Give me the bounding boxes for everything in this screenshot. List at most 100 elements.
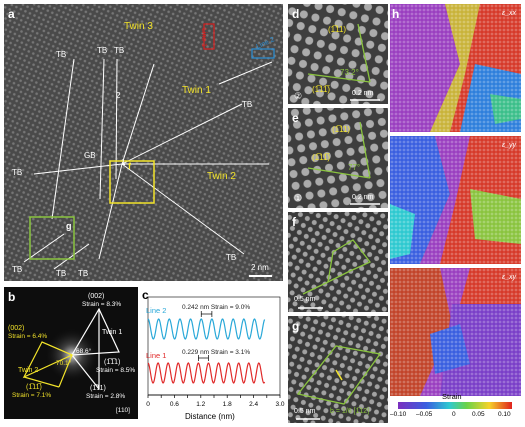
twin3-label: Twin 3 <box>124 21 153 32</box>
b-strain-002-a: Strain = 8.3% <box>82 301 122 308</box>
colorbar-title: Strain <box>442 392 462 401</box>
c-line1-annotation: 0.229 nm Strain = 3.1% <box>182 349 251 356</box>
line-profile-chart: 0 0.6 1.2 1.8 2.4 3.0 <box>146 296 285 408</box>
d-region-number: ② <box>294 91 303 101</box>
strain-colorbar <box>398 402 512 409</box>
x-tick-label-0: 0 <box>146 401 150 408</box>
twin1-label: Twin 1 <box>182 85 211 96</box>
line2-marker <box>251 48 275 59</box>
panel-b-overlay <box>22 307 120 390</box>
tb-label-5: TB <box>12 168 23 177</box>
strain-map-exy <box>390 268 521 396</box>
h-subtitle-exx: ε_xx <box>502 10 516 17</box>
gb-label: GB <box>84 151 96 160</box>
x-tick-label-10: 3.0 <box>275 401 284 408</box>
series-line-2 <box>147 318 266 340</box>
b-angle2: 70.1° <box>56 360 72 367</box>
panel-e-label: e <box>292 111 299 125</box>
panel-a-scale-label: 2 nm <box>251 263 269 272</box>
tb-label-3: TB <box>114 46 125 55</box>
e-angle: 77° <box>348 163 361 172</box>
twin1-reflections <box>70 307 120 390</box>
panel-g-label: g <box>292 319 300 333</box>
line1-marker <box>203 23 215 50</box>
b-strain-111-b: Strain = 7.1% <box>12 392 52 399</box>
panel-d: d (1̅11) (1̅11̅) 73.2° 0.2 nm ② <box>288 4 388 104</box>
twin-boundaries <box>23 58 273 270</box>
panel-f-label: f <box>292 215 296 229</box>
h-subtitle-eyy: ε_yy <box>502 142 516 149</box>
region-number-1: 1 <box>121 158 126 167</box>
c-line1-label: Line 1 <box>146 351 167 360</box>
g-burgers-label: b = 1/6 [1̅12] <box>330 408 370 415</box>
b-strain-111-c: Strain = 2.8% <box>86 393 126 400</box>
inset-g-marker: g <box>66 221 72 231</box>
e-scale: 0.2 nm <box>352 194 374 201</box>
b-twin1: Twin 1 <box>102 329 123 336</box>
panel-f-overlay <box>288 212 388 312</box>
tb-label-2: TB <box>97 46 108 55</box>
panel-c: 0 0.6 1.2 1.8 2.4 3.0 c Line 2 0.242 nm Strai… <box>140 287 286 425</box>
b-angle1: 68.6° <box>76 348 92 355</box>
b-plane-111-b: (1̅11̅) <box>26 384 42 391</box>
x-tick-label-4: 1.2 <box>196 401 205 408</box>
panel-d-label: d <box>292 7 300 21</box>
b-twin2: Twin 2 <box>18 367 39 374</box>
e-plane-top: (1̅11) <box>332 125 351 134</box>
inset-g-box <box>29 216 75 260</box>
tb-label-1: TB <box>56 50 67 59</box>
panel-a: a Twin 3 Twin 1 Twin 2 Line 1 Line 2 GB … <box>4 4 283 281</box>
c-x-axis-label: Distance (nm) <box>185 412 235 421</box>
panel-g: g 0.5 nm b = 1/6 [1̅12] <box>288 316 388 423</box>
strain-map-eyy <box>390 136 521 264</box>
strain-map-exx <box>390 4 521 132</box>
x-tick-label-6: 1.8 <box>223 401 232 408</box>
tb-label-4: TB <box>242 100 253 109</box>
twin2-reflections <box>22 341 74 388</box>
b-plane-002-b: (002) <box>8 325 25 332</box>
b-strain-111-a: Strain = 8.5% <box>96 367 136 374</box>
inset-f-marker: f <box>128 161 131 171</box>
panel-b: b (002) Strain = 8.3% Twin 1 (002) Strai… <box>4 287 138 419</box>
colorbar-tick-5: 0.10 <box>498 411 511 418</box>
panel-c-label: c <box>142 288 149 302</box>
b-plane-111-a: (1̅1̅1) <box>104 359 121 366</box>
line1-label: Line 1 <box>200 28 207 48</box>
panel-a-overlay <box>4 4 283 281</box>
panel-h-label: h <box>392 7 400 21</box>
colorbar-tick-1: –0.10 <box>390 411 407 418</box>
e-region-number: ① <box>294 193 303 203</box>
f-scale: 0.5 nm <box>294 296 316 303</box>
b-strain-002-b: Strain = 6.4% <box>8 333 48 340</box>
tb-label-7: TB <box>56 269 67 278</box>
panel-d-overlay <box>288 4 388 104</box>
colorbar-tick-3: 0 <box>452 411 456 418</box>
x-tick-label-8: 2.4 <box>249 401 258 408</box>
panel-g-overlay <box>288 316 388 423</box>
d-plane-bottom: (1̅11̅) <box>312 85 331 94</box>
colorbar-tick-2: –0.05 <box>416 411 433 418</box>
x-tick-label-2: 0.6 <box>170 401 179 408</box>
b-zone-axis: [110] <box>116 407 130 414</box>
f-burgers-circuit <box>302 239 372 295</box>
tb-label-9: TB <box>226 253 237 262</box>
region-number-2: 2 <box>116 91 121 100</box>
colorbar-tick-4: 0.05 <box>472 411 485 418</box>
panel-e-overlay <box>288 108 388 208</box>
g-burgers-vector <box>335 369 343 381</box>
tb-label-6: TB <box>12 265 23 274</box>
h-subtitle-exy: ε_xy <box>502 274 516 281</box>
e-plane-bottom: (1̅11̅) <box>312 153 331 162</box>
panel-f: f 0.5 nm <box>288 212 388 312</box>
inset-f-box <box>109 160 155 204</box>
b-plane-002-a: (002) <box>88 293 105 300</box>
panel-a-label: a <box>8 7 15 21</box>
panel-b-label: b <box>8 290 16 304</box>
plot-frame <box>147 296 281 396</box>
c-line2-annotation: 0.242 nm Strain = 9.0% <box>182 304 251 311</box>
d-scale: 0.2 nm <box>352 90 374 97</box>
panel-h: h ε_xx ε_yy ε_xy Strain –0.10 –0.05 0 0.… <box>390 4 521 423</box>
d-plane-top: (1̅11) <box>328 25 347 34</box>
series-line-1 <box>147 362 266 384</box>
strain-maps <box>390 4 521 409</box>
